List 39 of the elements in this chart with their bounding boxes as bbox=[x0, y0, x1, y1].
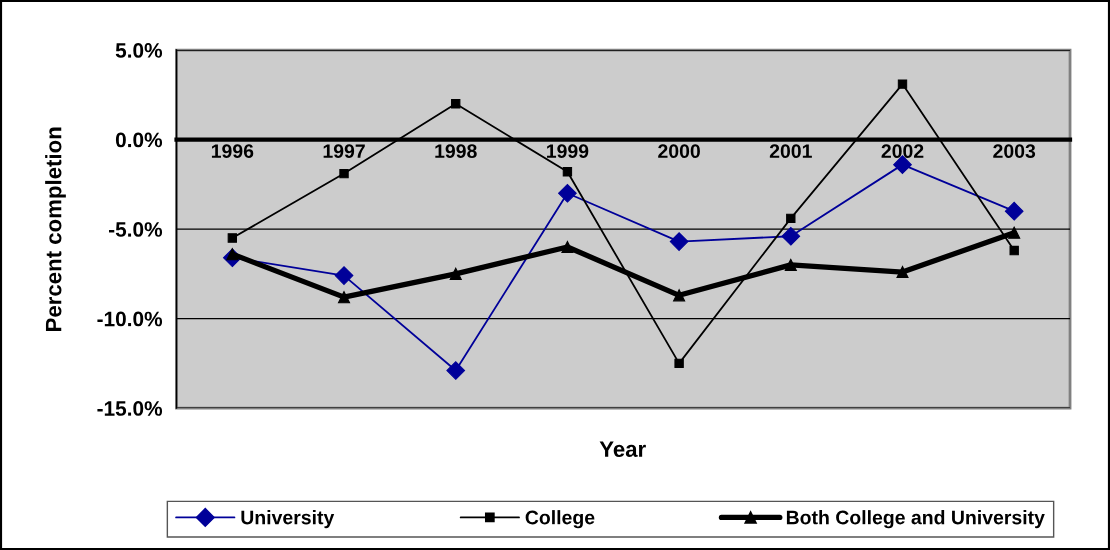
x-tick-label: 2002 bbox=[881, 144, 924, 159]
legend-label: University bbox=[241, 510, 335, 529]
point bbox=[449, 267, 462, 280]
point bbox=[1004, 201, 1024, 221]
point bbox=[227, 233, 238, 243]
point bbox=[337, 291, 351, 304]
x-tick-label: 1999 bbox=[547, 144, 589, 159]
x-tick-label: 1996 bbox=[211, 144, 254, 159]
legend-label: College bbox=[525, 510, 595, 529]
point bbox=[446, 361, 466, 380]
point bbox=[562, 167, 573, 177]
y-axis-title: Percent completion bbox=[45, 127, 66, 331]
point bbox=[897, 79, 908, 89]
y-tick-label: -10.0% bbox=[97, 311, 163, 327]
point bbox=[339, 168, 349, 179]
y-tick-label: 0.0% bbox=[115, 132, 163, 148]
point bbox=[896, 265, 909, 279]
y-tick-label: -15.0% bbox=[97, 401, 163, 416]
x-tick-label: 1997 bbox=[323, 144, 365, 159]
point bbox=[786, 213, 796, 224]
point bbox=[1009, 245, 1019, 256]
point bbox=[781, 226, 801, 246]
y-tick-label: -5.0% bbox=[108, 222, 163, 237]
point bbox=[334, 266, 354, 285]
x-tick-label: 1998 bbox=[435, 144, 477, 159]
x-tick-label: 2003 bbox=[993, 144, 1036, 159]
y-tick-label: 5.0% bbox=[115, 43, 163, 58]
x-tick-label: 2001 bbox=[769, 144, 812, 159]
point bbox=[673, 289, 686, 302]
point bbox=[558, 183, 577, 203]
point bbox=[1008, 226, 1021, 239]
point bbox=[674, 358, 684, 369]
point bbox=[451, 99, 461, 109]
x-tick-label: 2000 bbox=[658, 144, 700, 159]
x-axis-title: Year bbox=[599, 441, 646, 457]
point bbox=[669, 232, 689, 251]
point bbox=[561, 240, 574, 254]
legend-label: Both College and University bbox=[786, 510, 1045, 529]
point bbox=[784, 258, 797, 271]
